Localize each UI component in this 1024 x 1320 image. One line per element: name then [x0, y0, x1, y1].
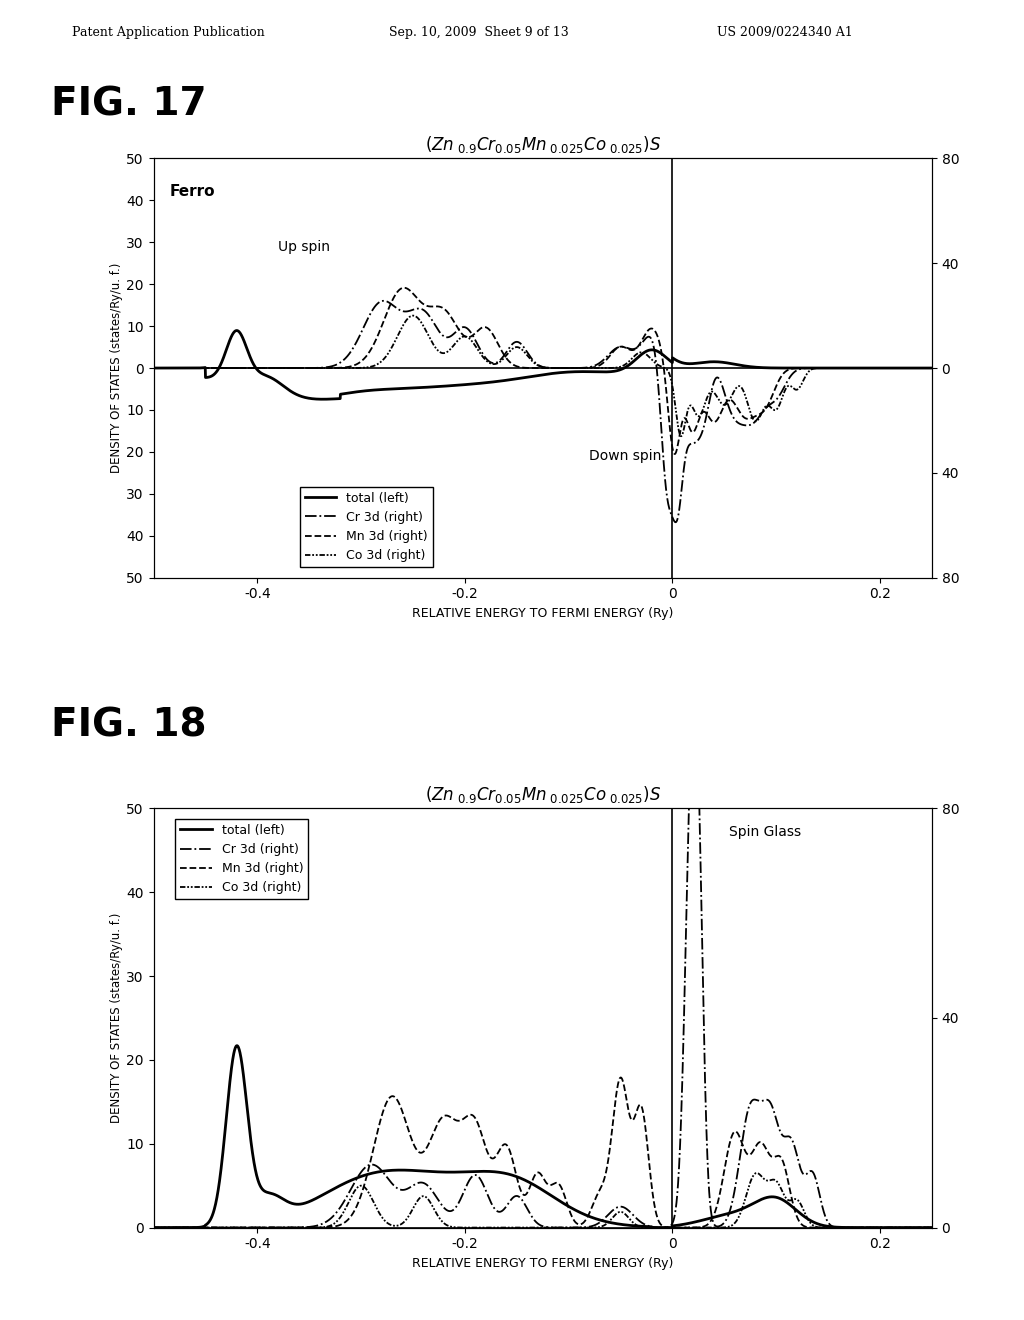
- X-axis label: RELATIVE ENERGY TO FERMI ENERGY (Ry): RELATIVE ENERGY TO FERMI ENERGY (Ry): [412, 607, 674, 620]
- Text: US 2009/0224340 A1: US 2009/0224340 A1: [717, 26, 853, 40]
- Text: Patent Application Publication: Patent Application Publication: [72, 26, 264, 40]
- Y-axis label: DENSITY OF STATES (states/Ry/u. f.): DENSITY OF STATES (states/Ry/u. f.): [111, 263, 124, 474]
- Text: Ferro: Ferro: [169, 183, 215, 198]
- Legend: total (left), Cr 3d (right), Mn 3d (right), Co 3d (right): total (left), Cr 3d (right), Mn 3d (righ…: [300, 487, 433, 568]
- Text: FIG. 17: FIG. 17: [51, 86, 207, 124]
- Title: $(Zn_{\ 0.9}Cr_{0.05}Mn_{\ 0.025}Co_{\ 0.025})S$: $(Zn_{\ 0.9}Cr_{0.05}Mn_{\ 0.025}Co_{\ 0…: [425, 784, 660, 805]
- Text: Up spin: Up spin: [279, 240, 330, 253]
- Text: Down spin: Down spin: [590, 449, 662, 463]
- Title: $(Zn_{\ 0.9}Cr_{0.05}Mn_{\ 0.025}Co_{\ 0.025})S$: $(Zn_{\ 0.9}Cr_{0.05}Mn_{\ 0.025}Co_{\ 0…: [425, 135, 660, 154]
- Text: Sep. 10, 2009  Sheet 9 of 13: Sep. 10, 2009 Sheet 9 of 13: [389, 26, 569, 40]
- Legend: total (left), Cr 3d (right), Mn 3d (right), Co 3d (right): total (left), Cr 3d (right), Mn 3d (righ…: [175, 818, 308, 899]
- Y-axis label: DENSITY OF STATES (states/Ry/u. f.): DENSITY OF STATES (states/Ry/u. f.): [111, 912, 124, 1123]
- Text: FIG. 18: FIG. 18: [51, 706, 207, 744]
- Text: Spin Glass: Spin Glass: [729, 825, 802, 840]
- X-axis label: RELATIVE ENERGY TO FERMI ENERGY (Ry): RELATIVE ENERGY TO FERMI ENERGY (Ry): [412, 1257, 674, 1270]
